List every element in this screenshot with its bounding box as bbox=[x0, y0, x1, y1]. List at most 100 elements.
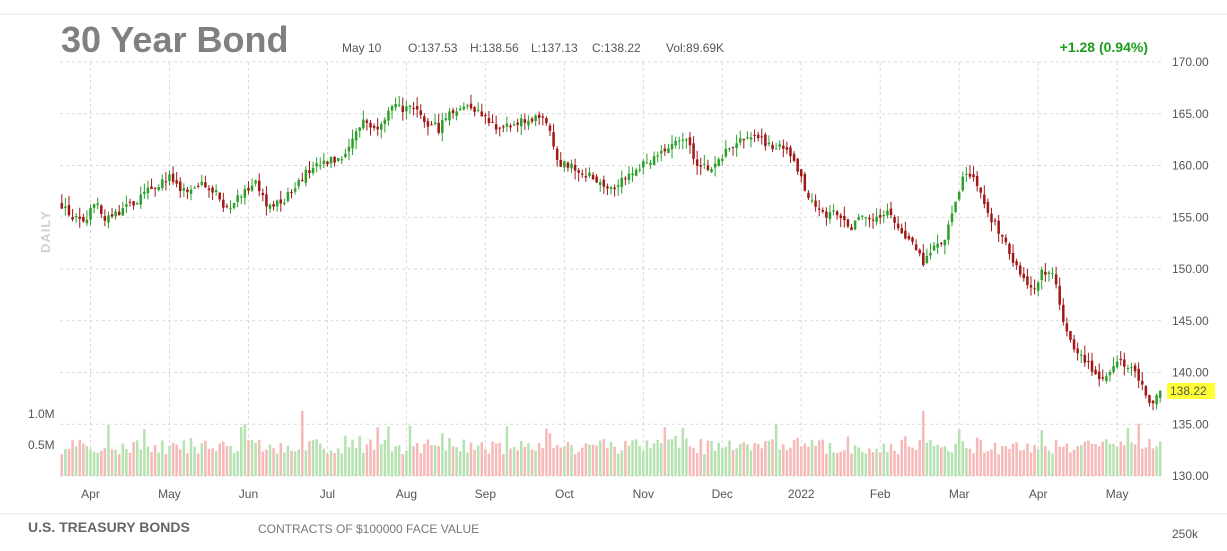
volume-bar bbox=[638, 445, 641, 476]
candle-body bbox=[484, 114, 487, 117]
volume-bar bbox=[358, 436, 361, 476]
candle-body bbox=[308, 170, 311, 174]
volume-bar bbox=[1047, 450, 1051, 476]
volume-bar bbox=[1141, 448, 1144, 476]
candle-body bbox=[904, 230, 907, 239]
candle-body bbox=[390, 106, 394, 111]
candle-body bbox=[1133, 365, 1137, 372]
volume-bar bbox=[950, 452, 954, 476]
x-tick-label: Apr bbox=[1029, 487, 1048, 501]
candle-body bbox=[523, 119, 527, 123]
x-tick-label: Mar bbox=[949, 487, 970, 501]
candle-body bbox=[703, 163, 706, 165]
volume-bar bbox=[692, 447, 695, 476]
volume-bar bbox=[882, 443, 886, 476]
candle-body bbox=[807, 192, 810, 198]
volume-bar bbox=[64, 449, 67, 476]
volume-bar bbox=[96, 452, 99, 476]
candle-body bbox=[171, 173, 175, 182]
candle-body bbox=[326, 161, 329, 165]
volume-bar bbox=[1105, 439, 1108, 476]
volume-bar bbox=[993, 442, 997, 476]
volume-bar bbox=[814, 445, 817, 476]
candle-body bbox=[1026, 276, 1029, 286]
candle-body bbox=[656, 155, 659, 157]
volume-bar bbox=[110, 449, 114, 476]
volume-bar bbox=[674, 435, 677, 476]
candle-body bbox=[265, 194, 268, 207]
candle-body bbox=[1072, 339, 1076, 350]
candle-body bbox=[383, 119, 387, 125]
volume-bar bbox=[742, 442, 746, 476]
candle-body bbox=[430, 124, 433, 126]
volume-bar bbox=[1072, 449, 1076, 476]
candle-body bbox=[857, 217, 860, 220]
volume-bar bbox=[778, 449, 781, 476]
volume-bar bbox=[132, 442, 135, 476]
candle-body bbox=[505, 123, 509, 127]
candle-body bbox=[602, 179, 606, 187]
candle-body bbox=[225, 206, 229, 208]
candle-body bbox=[243, 189, 247, 198]
volume-bar bbox=[423, 443, 426, 476]
y-tick-label: 165.00 bbox=[1172, 107, 1209, 121]
candle-body bbox=[889, 208, 893, 216]
volume-bar bbox=[767, 440, 771, 476]
volume-bar bbox=[322, 448, 326, 476]
volume-bar bbox=[1083, 442, 1087, 476]
x-tick-label: Jul bbox=[320, 487, 335, 501]
volume-bar bbox=[932, 445, 936, 476]
volume-bar bbox=[222, 441, 225, 476]
ohlc-low: L:137.13 bbox=[531, 41, 578, 55]
candle-body bbox=[218, 192, 221, 200]
volume-bar bbox=[318, 443, 322, 476]
last-price-marker: 138.22 bbox=[1167, 382, 1215, 399]
candle-body bbox=[293, 188, 297, 192]
candle-body bbox=[785, 147, 789, 150]
volume-bar bbox=[965, 447, 968, 476]
volume-bar bbox=[573, 454, 577, 476]
candle-body bbox=[236, 195, 239, 202]
volume-bar bbox=[333, 453, 336, 476]
candle-body bbox=[993, 220, 997, 222]
volume-bar bbox=[893, 450, 896, 476]
volume-bar bbox=[584, 443, 588, 476]
candle-body bbox=[674, 140, 677, 146]
candle-body bbox=[358, 127, 361, 131]
candle-body bbox=[717, 159, 720, 167]
volume-bar bbox=[1123, 445, 1126, 476]
candle-body bbox=[67, 204, 71, 216]
volume-bar bbox=[509, 448, 512, 476]
volume-bar bbox=[1051, 453, 1054, 476]
volume-bar bbox=[135, 440, 139, 476]
candle-body bbox=[426, 121, 430, 127]
volume-bar bbox=[918, 439, 921, 476]
volume-bar bbox=[642, 450, 645, 476]
candle-body bbox=[365, 120, 369, 123]
candle-body bbox=[315, 163, 318, 167]
volume-bar bbox=[541, 448, 545, 476]
volume-bar bbox=[749, 450, 753, 476]
volume-bar bbox=[947, 451, 950, 476]
volume-bar bbox=[315, 439, 318, 476]
candle-body bbox=[573, 164, 577, 171]
volume-bar bbox=[527, 443, 530, 476]
gridlines bbox=[60, 61, 1162, 477]
x-tick-label: Apr bbox=[81, 487, 100, 501]
volume-bar bbox=[512, 446, 516, 476]
footer-title: U.S. TREASURY BONDS bbox=[28, 519, 190, 535]
candle-body bbox=[642, 161, 645, 168]
volume-bar bbox=[782, 444, 785, 476]
candle-body bbox=[871, 219, 875, 221]
volume-bar bbox=[290, 450, 293, 476]
volume-bar bbox=[1040, 429, 1044, 476]
volume-bar bbox=[491, 441, 494, 476]
volume-bar bbox=[128, 452, 132, 476]
candle-body bbox=[412, 107, 415, 109]
volume-bar bbox=[975, 437, 979, 476]
candle-body bbox=[103, 216, 107, 221]
volume-bar bbox=[480, 442, 484, 476]
volume-bar bbox=[448, 437, 451, 476]
volume-bar bbox=[667, 439, 670, 476]
volume-bar bbox=[954, 443, 957, 476]
